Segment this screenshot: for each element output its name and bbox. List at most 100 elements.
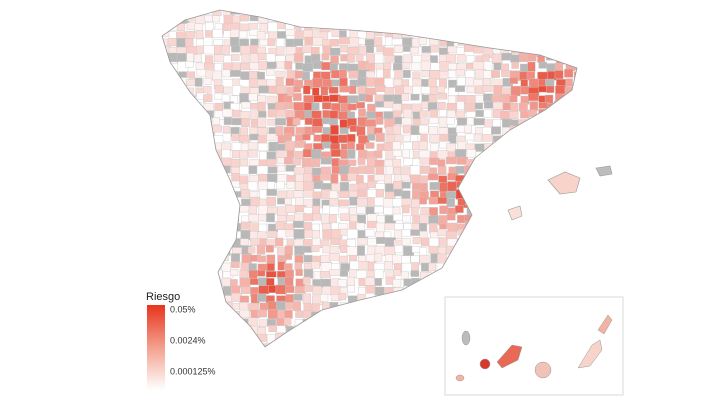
municipality [482,20,491,30]
municipality [168,109,178,120]
municipality [509,324,519,334]
municipality [511,166,520,177]
municipality [177,221,186,228]
municipality [241,53,250,64]
municipality [473,134,483,142]
municipality [358,21,367,29]
municipality [547,229,558,238]
municipality [185,269,194,278]
municipality [374,196,385,207]
municipality [536,39,548,49]
municipality [177,119,186,127]
municipality [195,117,204,126]
municipality [375,85,386,92]
municipality [418,124,429,134]
municipality [239,159,249,167]
municipality [392,110,402,119]
municipality [276,10,286,17]
municipality [536,309,544,319]
municipality [162,55,168,66]
municipality [482,190,491,200]
municipality [457,214,466,224]
municipality [527,183,537,192]
municipality [410,270,420,277]
municipality [213,253,222,264]
municipality [267,22,278,33]
municipality [518,22,529,31]
municipality [213,197,224,207]
municipality [556,351,566,358]
municipality [391,38,404,46]
municipality [168,157,179,165]
municipality [410,165,421,176]
municipality [456,76,466,87]
municipality [545,39,553,49]
municipality [366,334,377,343]
municipality [321,350,328,359]
municipality [510,254,520,262]
municipality [185,31,196,39]
municipality [554,70,564,80]
municipality [383,342,392,347]
municipality [555,15,567,23]
municipality [484,341,493,347]
municipality [411,207,419,216]
municipality [186,180,194,190]
municipality [482,85,493,92]
municipality [303,181,315,192]
municipality [554,207,564,217]
municipality [302,15,312,26]
municipality [574,286,577,296]
municipality [294,70,303,79]
municipality [194,197,206,208]
municipality [428,196,439,205]
municipality [520,254,531,261]
municipality [510,239,520,249]
municipality [188,350,196,357]
municipality [295,197,304,206]
municipality [231,196,243,206]
municipality [285,78,295,87]
municipality [492,253,503,262]
municipality [483,230,493,239]
municipality [185,133,195,141]
municipality [430,45,440,53]
canary-islands [455,314,613,382]
municipality [491,244,502,252]
municipality [294,350,305,357]
municipality [203,191,213,200]
municipality [383,334,393,342]
municipality [517,143,529,151]
municipality [177,279,188,289]
municipality [403,21,412,30]
municipality [437,85,445,93]
legend-label: 0.000125% [170,366,216,376]
municipality [412,78,423,87]
municipality [383,62,392,70]
municipality [214,352,224,359]
municipality [547,151,559,158]
municipality [329,253,340,261]
municipality [321,341,331,347]
municipality [167,125,178,135]
municipality [472,61,485,71]
municipality [565,101,577,109]
municipality [383,295,392,305]
municipality [162,22,168,33]
municipality [196,351,206,361]
municipality [357,157,366,165]
municipality [186,207,195,217]
municipality [519,269,530,279]
municipality [167,263,178,272]
municipality [439,350,446,358]
municipality [339,30,347,38]
municipality [574,135,577,146]
municipality [563,46,574,55]
municipality [214,237,224,248]
municipality [564,253,575,264]
municipality [493,157,503,167]
municipality [545,135,554,144]
municipality [284,141,295,152]
municipality [185,87,195,99]
municipality [340,311,349,319]
